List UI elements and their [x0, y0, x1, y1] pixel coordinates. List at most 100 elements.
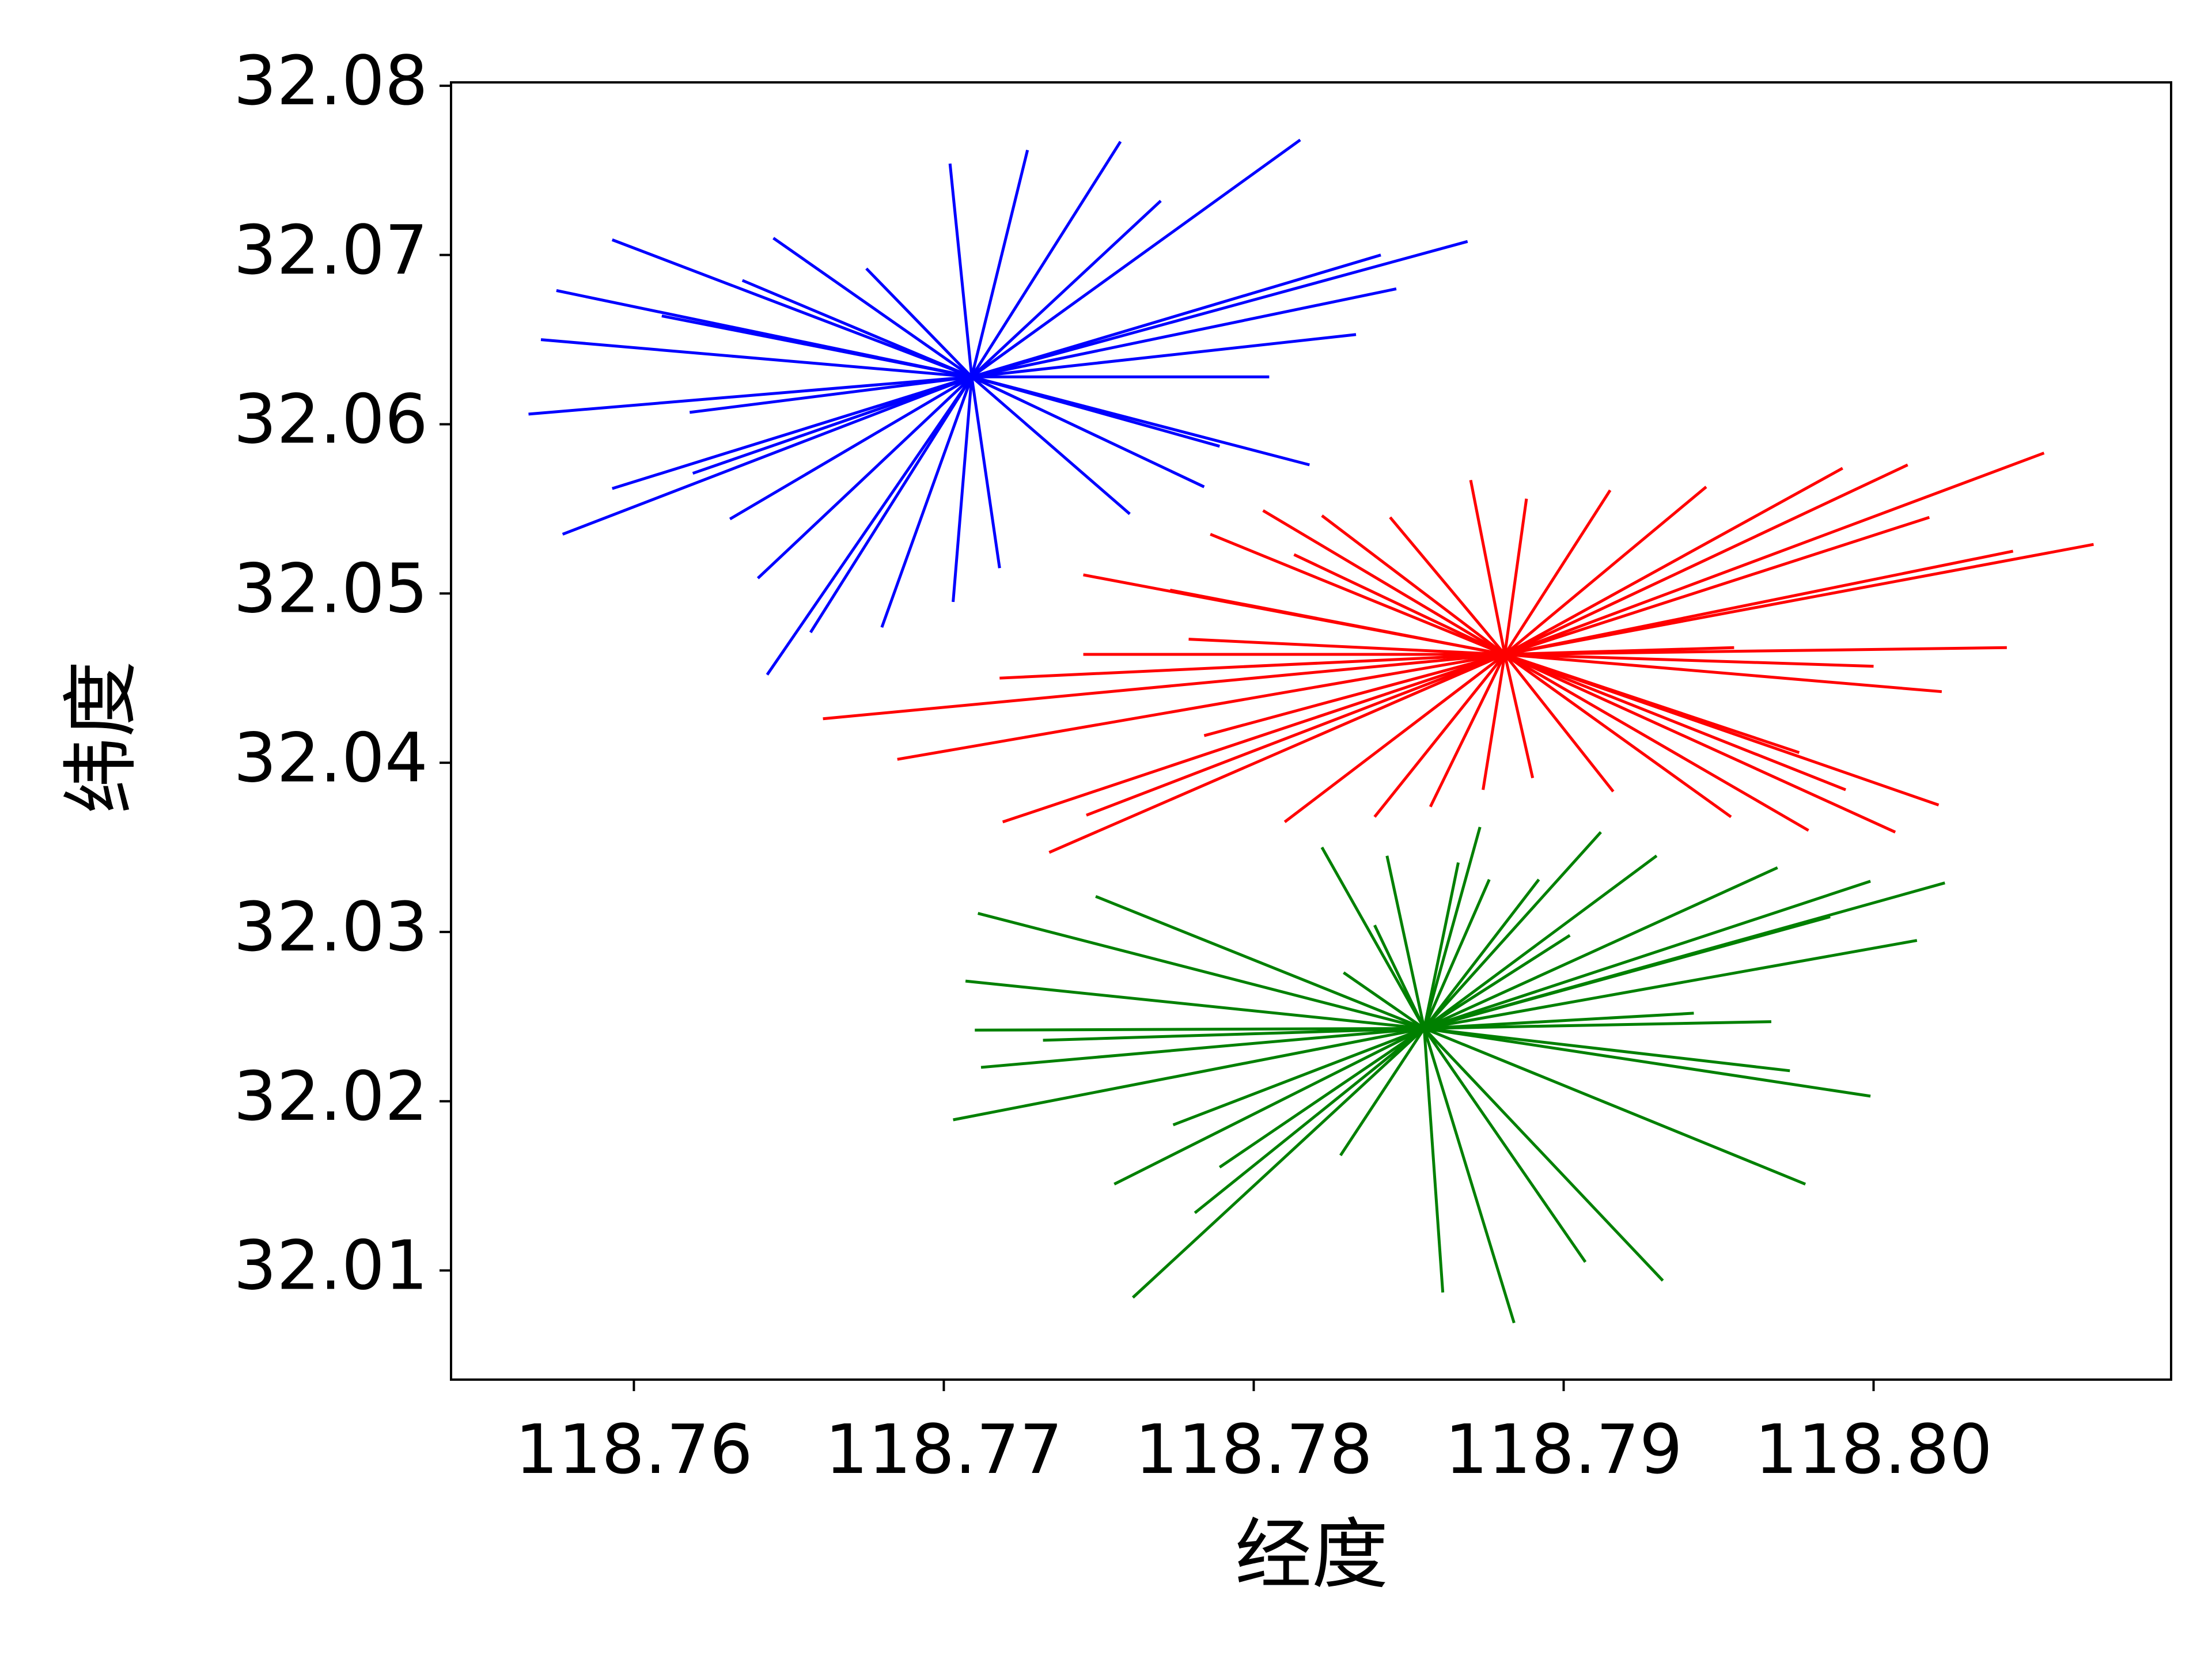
ray: [971, 333, 1357, 378]
ray: [1503, 486, 1707, 656]
ray: [1423, 831, 1602, 1030]
ray: [1423, 1027, 1587, 1263]
ray: [1424, 1020, 1772, 1030]
y-tick-label: 32.02: [233, 1056, 428, 1136]
ray: [611, 238, 972, 378]
ray: [1423, 880, 1871, 1030]
ray: [540, 338, 972, 378]
ray: [1188, 638, 1505, 656]
ray: [1504, 543, 2094, 656]
y-tick-label: 32.06: [233, 380, 428, 459]
ray: [1113, 1027, 1425, 1185]
ray: [1423, 878, 1540, 1029]
ray: [980, 1027, 1425, 1069]
ray: [1505, 646, 1734, 656]
ray: [1293, 553, 1506, 656]
ray: [999, 653, 1505, 680]
ray: [692, 375, 972, 475]
ray: [971, 138, 1301, 378]
ray: [1503, 653, 1615, 793]
y-tick-label: 32.04: [233, 718, 428, 797]
ray: [865, 267, 973, 378]
ray: [975, 1027, 1425, 1032]
ray: [1504, 452, 2045, 656]
ray: [1422, 827, 1482, 1029]
ray: [1343, 971, 1425, 1030]
ray: [971, 240, 1468, 378]
ray: [1218, 1027, 1425, 1169]
ray: [1321, 514, 1506, 656]
ray: [1203, 653, 1505, 737]
ray: [970, 149, 1029, 377]
ray: [1482, 654, 1506, 790]
ray: [1389, 516, 1506, 656]
y-tick-label: 32.08: [233, 41, 428, 120]
ray: [772, 237, 973, 378]
ray: [1424, 1012, 1694, 1030]
ray: [1423, 915, 1831, 1030]
ray: [562, 375, 972, 536]
ray: [1424, 1027, 1871, 1098]
x-tick-label: 118.79: [1445, 1410, 1683, 1489]
ray: [661, 314, 972, 378]
x-tick-label: 118.78: [1135, 1410, 1373, 1489]
ray: [971, 199, 1162, 378]
ray: [897, 653, 1505, 761]
ray: [1422, 1028, 1445, 1293]
ray: [971, 375, 1205, 488]
ray: [880, 376, 974, 628]
ray: [689, 375, 972, 414]
ray: [1172, 1027, 1425, 1127]
ray: [1504, 463, 1908, 656]
ray: [1262, 509, 1506, 656]
ray: [978, 912, 1425, 1030]
x-tick-label: 118.76: [515, 1410, 753, 1489]
ray: [952, 377, 974, 603]
y-axis-label: 纬度: [58, 661, 146, 814]
ray: [971, 253, 1381, 378]
ray: [1320, 846, 1426, 1029]
ray: [1504, 653, 1896, 834]
ray: [1422, 1028, 1516, 1324]
y-tick-label: 32.05: [233, 549, 428, 628]
ray: [948, 163, 974, 377]
x-tick-label: 118.77: [825, 1410, 1063, 1489]
ray: [1385, 855, 1426, 1029]
ray: [971, 375, 1310, 467]
ray: [1048, 653, 1506, 854]
ray: [1503, 489, 1612, 656]
ray: [1283, 653, 1506, 823]
ray: [970, 141, 1122, 378]
ray: [1505, 653, 1874, 668]
ray: [528, 375, 972, 416]
ray: [741, 279, 972, 378]
ray: [971, 287, 1397, 378]
ray: [1423, 939, 1918, 1030]
ray: [766, 376, 973, 676]
ray: [1086, 653, 1506, 817]
plot-frame: [450, 81, 2172, 1381]
ray: [1505, 653, 1942, 694]
x-tick-label: 118.80: [1755, 1410, 1993, 1489]
ray: [1194, 1027, 1425, 1214]
ray: [612, 375, 972, 490]
y-tick-label: 32.03: [233, 887, 428, 967]
ray: [1373, 925, 1426, 1029]
ray: [1424, 1027, 1790, 1073]
ray: [809, 376, 973, 634]
ray: [1422, 862, 1460, 1029]
ray: [1002, 653, 1506, 824]
ray: [1423, 1027, 1806, 1185]
ray: [1429, 653, 1506, 808]
ray: [1043, 1027, 1425, 1042]
ray: [1423, 1027, 1664, 1282]
ray: [1169, 588, 1505, 656]
ray: [729, 376, 973, 521]
ray: [1423, 878, 1491, 1029]
ray: [971, 376, 1131, 516]
ray: [1503, 653, 1732, 819]
ray: [1504, 653, 1800, 754]
ray: [1339, 1027, 1426, 1157]
ray: [1095, 895, 1425, 1030]
